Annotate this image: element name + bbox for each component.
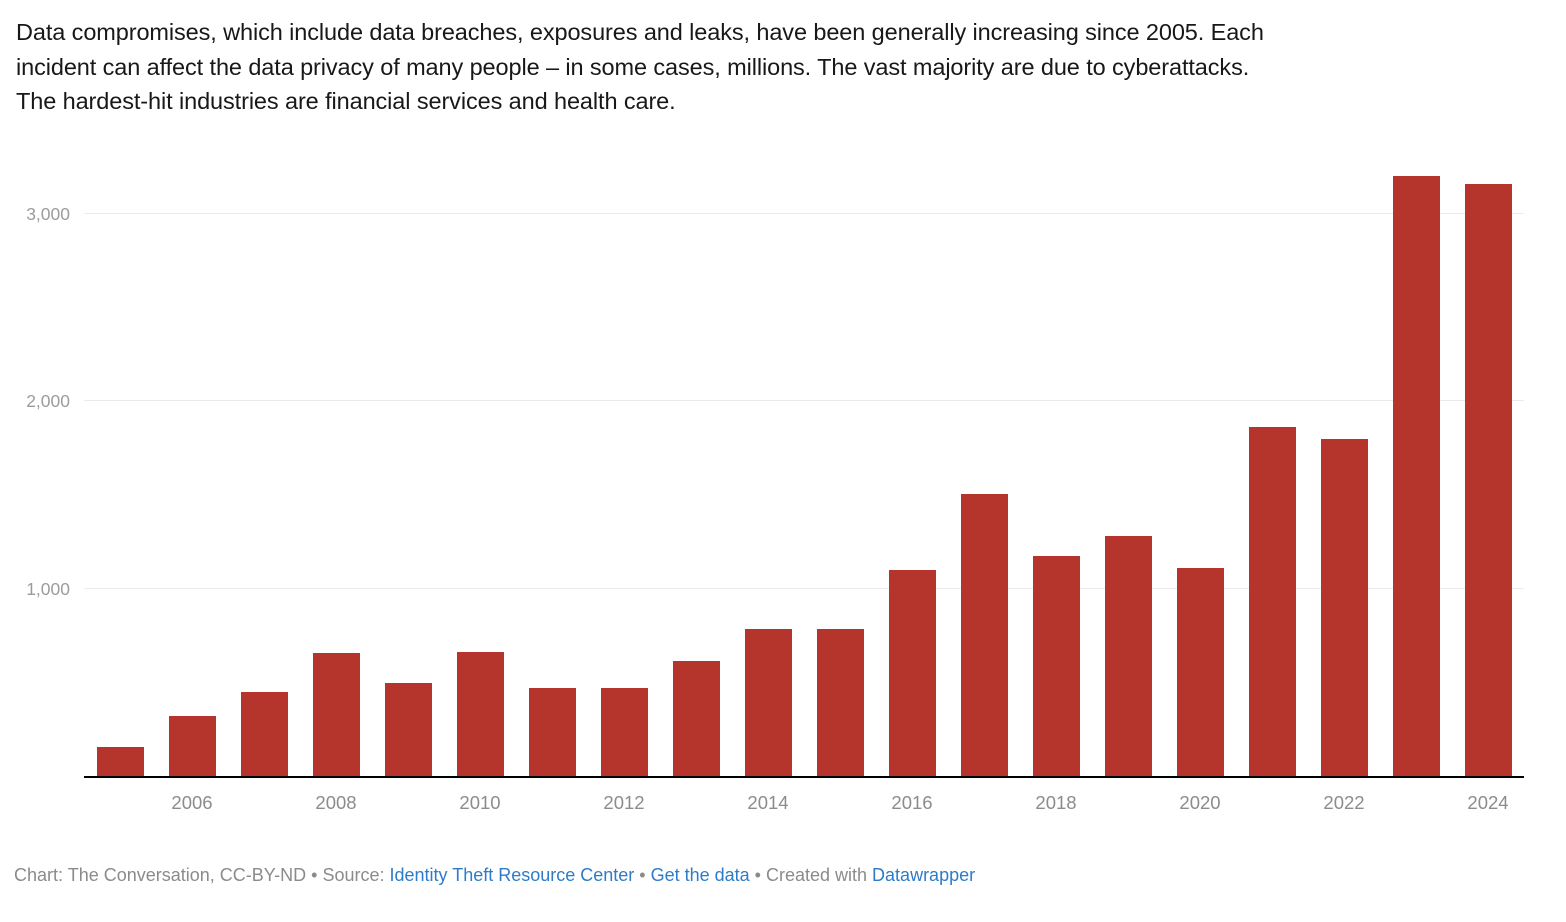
- chart-description: Data compromises, which include data bre…: [16, 15, 1550, 119]
- bar-2016[interactable]: [888, 570, 936, 776]
- x-tick-label-2022: 2022: [1323, 792, 1365, 813]
- x-tick-label-2008: 2008: [315, 792, 357, 813]
- x-tick-label-2010: 2010: [459, 792, 501, 813]
- bar-2019[interactable]: [1104, 536, 1152, 776]
- y-tick-label-2000: 2,000: [26, 391, 70, 412]
- separator-dot: •: [749, 865, 766, 885]
- x-tick-label-2014: 2014: [747, 792, 789, 813]
- bar-2020[interactable]: [1176, 568, 1224, 776]
- x-tick-label-2020: 2020: [1179, 792, 1221, 813]
- y-axis-labels: 1,000 2,000 3,000: [0, 150, 70, 776]
- gridline-2000: [84, 400, 1524, 402]
- source-label: Source:: [322, 865, 390, 885]
- bar-2007[interactable]: [240, 692, 288, 776]
- separator-dot: •: [306, 865, 323, 885]
- bar-2023[interactable]: [1392, 176, 1440, 776]
- bar-2012[interactable]: [600, 687, 648, 776]
- x-axis-labels: 2006 2008 2010 2012 2014 2016 2018 2020 2022 2024: [84, 792, 1524, 816]
- bar-2008[interactable]: [312, 653, 360, 776]
- bar-2013[interactable]: [672, 660, 720, 776]
- x-tick-label-2016: 2016: [891, 792, 933, 813]
- bar-2017[interactable]: [960, 493, 1008, 776]
- bar-2024[interactable]: [1464, 184, 1512, 776]
- description-line-1: Data compromises, which include data bre…: [16, 19, 1264, 45]
- x-tick-label-2006: 2006: [171, 792, 213, 813]
- description-line-3: The hardest-hit industries are financial…: [16, 88, 676, 114]
- bar-2021[interactable]: [1248, 427, 1296, 776]
- x-tick-label-2018: 2018: [1035, 792, 1077, 813]
- bar-2009[interactable]: [384, 682, 432, 776]
- source-link[interactable]: Identity Theft Resource Center: [389, 865, 635, 885]
- gridline-1000: [84, 587, 1524, 589]
- bar-2006[interactable]: [168, 715, 216, 776]
- bar-2014[interactable]: [744, 629, 792, 776]
- bar-2015[interactable]: [816, 628, 864, 776]
- x-tick-label-2012: 2012: [603, 792, 645, 813]
- get-the-data-link[interactable]: Get the data: [650, 865, 750, 885]
- description-line-2: incident can affect the data privacy of …: [16, 53, 1250, 80]
- x-tick-label-2024: 2024: [1467, 792, 1509, 813]
- gridline-3000: [84, 212, 1524, 214]
- bar-2010[interactable]: [456, 651, 504, 776]
- datawrapper-link[interactable]: Datawrapper: [872, 865, 976, 885]
- separator-dot: •: [634, 865, 651, 885]
- y-tick-label-1000: 1,000: [26, 578, 70, 599]
- bar-2005[interactable]: [96, 746, 144, 776]
- bar-2018[interactable]: [1032, 555, 1080, 776]
- y-tick-label-3000: 3,000: [26, 203, 70, 224]
- bar-2022[interactable]: [1320, 438, 1368, 776]
- chart-credit-text: Chart: The Conversation, CC-BY-ND: [14, 865, 307, 885]
- attribution-footer: Chart: The Conversation, CC-BY-ND • Sour…: [14, 863, 1554, 887]
- bar-2011[interactable]: [528, 687, 576, 776]
- created-with-label: Created with: [765, 865, 873, 885]
- bar-chart-plot-area: [84, 150, 1524, 778]
